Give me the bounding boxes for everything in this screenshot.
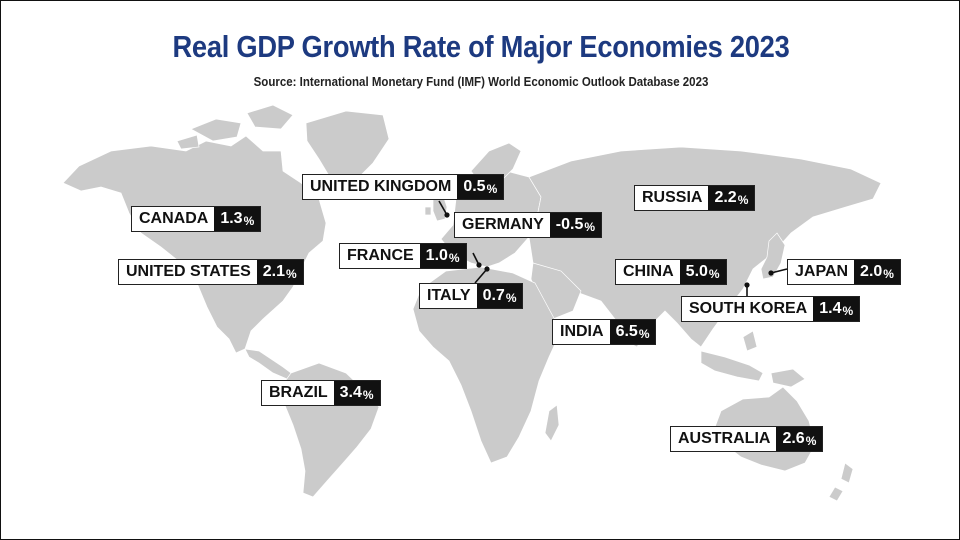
arctic-islands [176, 104, 294, 150]
growth-value: 1.3% [214, 207, 261, 231]
japan-islands [760, 232, 786, 280]
label-china: CHINA 5.0% [615, 259, 727, 285]
leader-united-kingdom [438, 200, 448, 216]
new-zealand [828, 462, 854, 502]
country-name: AUSTRALIA [671, 427, 777, 451]
marker-south-korea [744, 282, 750, 288]
north-america [62, 135, 327, 354]
country-name: CHINA [616, 260, 680, 284]
growth-value: 2.6% [776, 427, 823, 451]
country-name: SOUTH KOREA [682, 297, 814, 321]
source-note: Source: International Monetary Fund (IMF… [253, 75, 709, 89]
leader-japan [770, 268, 788, 274]
leader-italy [474, 268, 488, 284]
country-name: UNITED KINGDOM [303, 175, 458, 199]
country-name: UNITED STATES [119, 260, 257, 284]
growth-value: 6.5% [609, 320, 656, 344]
country-name: INDIA [553, 320, 610, 344]
growth-value: 0.5% [457, 175, 504, 199]
marker-france [476, 262, 482, 268]
marker-united-kingdom [444, 212, 450, 218]
central-america [244, 348, 292, 380]
growth-value: 3.4% [333, 381, 380, 405]
growth-value: 2.0% [854, 260, 900, 284]
growth-value: 2.2% [708, 186, 755, 210]
marker-japan [768, 270, 774, 276]
country-name: CANADA [132, 207, 215, 231]
southeast-asia-islands [700, 330, 806, 388]
madagascar [544, 404, 560, 442]
label-france: FRANCE 1.0% [339, 243, 467, 269]
growth-value: -0.5% [549, 213, 602, 237]
label-india: INDIA 6.5% [552, 319, 657, 345]
country-name: BRAZIL [262, 381, 334, 405]
label-japan: JAPAN 2.0% [787, 259, 901, 285]
growth-value: 2.1% [256, 260, 303, 284]
leader-lines [438, 200, 788, 301]
label-russia: RUSSIA 2.2% [634, 185, 756, 211]
country-name: RUSSIA [635, 186, 709, 210]
growth-value: 1.0% [419, 244, 466, 268]
greenland [305, 110, 390, 184]
label-germany: GERMANY -0.5% [454, 212, 603, 238]
country-name: JAPAN [788, 260, 855, 284]
landmasses [62, 104, 882, 502]
label-united-states: UNITED STATES 2.1% [118, 259, 304, 285]
label-australia: AUSTRALIA 2.6% [670, 426, 824, 452]
label-canada: CANADA 1.3% [131, 206, 262, 232]
label-brazil: BRAZIL 3.4% [261, 380, 381, 406]
growth-value: 5.0% [679, 260, 726, 284]
country-name: FRANCE [340, 244, 420, 268]
marker-italy [484, 266, 490, 272]
label-italy: ITALY 0.7% [419, 283, 524, 309]
africa [412, 266, 562, 464]
country-name: ITALY [420, 284, 477, 308]
growth-value: 0.7% [476, 284, 523, 308]
label-united-kingdom: UNITED KINGDOM 0.5% [302, 174, 505, 200]
country-name: GERMANY [455, 213, 550, 237]
page-title: Real GDP Growth Rate of Major Economies … [172, 29, 790, 64]
growth-value: 1.4% [813, 297, 860, 321]
label-south-korea: SOUTH KOREA 1.4% [681, 296, 861, 322]
